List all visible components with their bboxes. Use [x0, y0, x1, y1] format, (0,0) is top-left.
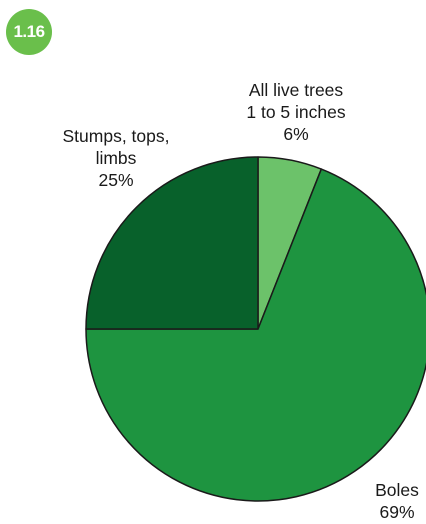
pie-slice-2	[85, 168, 426, 502]
slice-label-1: All live trees 1 to 5 inches 6%	[246, 80, 345, 144]
slice-label-line: 6%	[283, 124, 308, 144]
slice-label-line: 69%	[379, 502, 414, 522]
pie-slice-3	[85, 156, 259, 330]
figure-number: 1.16	[13, 22, 45, 41]
pie-labels: All live trees 1 to 5 inches 6% Boles 69% Stu…	[63, 80, 420, 522]
slice-label-3: Stumps, tops, limbs 25%	[63, 126, 170, 190]
slice-label-line: limbs	[96, 148, 137, 168]
slice-label-2: Boles 69%	[375, 480, 419, 522]
slice-label-line: 25%	[98, 170, 133, 190]
slice-label-line: 1 to 5 inches	[246, 102, 345, 122]
slice-label-line: Boles	[375, 480, 419, 500]
slice-label-line: All live trees	[249, 80, 344, 100]
slice-label-line: Stumps, tops,	[63, 126, 170, 146]
pie-slices	[85, 156, 426, 502]
figure-number-badge: 1.16	[6, 9, 52, 55]
